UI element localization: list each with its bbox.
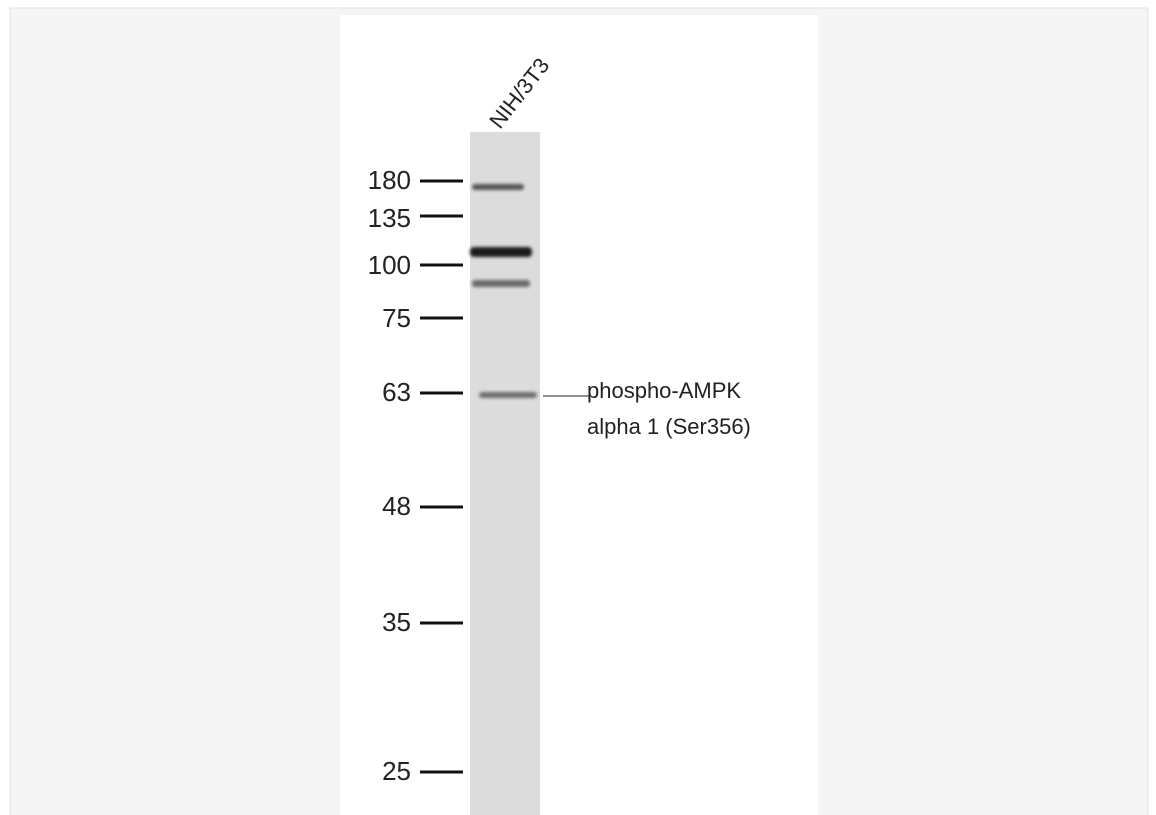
band xyxy=(472,184,524,190)
marker-label: 63 xyxy=(382,377,411,407)
annotation-text: alpha 1 (Ser356) xyxy=(587,414,751,439)
blot-figure: NIH/3T3 180 135 100 75 63 48 35 25 phosp… xyxy=(0,0,1156,815)
marker-label: 25 xyxy=(382,756,411,786)
page: {"lane_label": "NIH/3T3", "markers": ["1… xyxy=(0,0,1156,815)
marker-label: 48 xyxy=(382,491,411,521)
band xyxy=(470,247,532,257)
annotation-text: phospho-AMPK xyxy=(587,378,741,403)
band xyxy=(479,392,537,398)
marker-label: 135 xyxy=(368,203,411,233)
marker-label: 100 xyxy=(368,250,411,280)
marker-label: 75 xyxy=(382,303,411,333)
lane xyxy=(470,132,540,815)
marker-label: 180 xyxy=(368,165,411,195)
band xyxy=(472,280,530,287)
marker-label: 35 xyxy=(382,607,411,637)
